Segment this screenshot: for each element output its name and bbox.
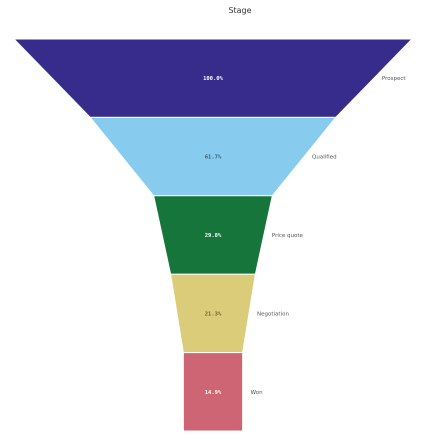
value-label-price-quote: 29.8% bbox=[205, 233, 222, 239]
chart-title: Stage bbox=[228, 6, 251, 15]
value-label-qualified: 61.7% bbox=[205, 155, 222, 161]
funnel-segments: 100.0% Prospect 61.7% Qualified 29.8% Price q… bbox=[12, 38, 414, 432]
category-label-prospect: Prospect bbox=[382, 76, 406, 82]
category-label-price-quote: Price quote bbox=[272, 233, 304, 239]
category-label-negotiation: Negotiation bbox=[257, 311, 289, 317]
value-label-won: 14.9% bbox=[205, 390, 222, 396]
funnel-segment-won[interactable] bbox=[182, 352, 244, 432]
category-label-won: Won bbox=[251, 390, 263, 396]
value-label-prospect: 100.0% bbox=[203, 76, 224, 82]
value-label-negotiation: 21.3% bbox=[205, 311, 222, 317]
category-label-qualified: Qualified bbox=[312, 155, 337, 161]
